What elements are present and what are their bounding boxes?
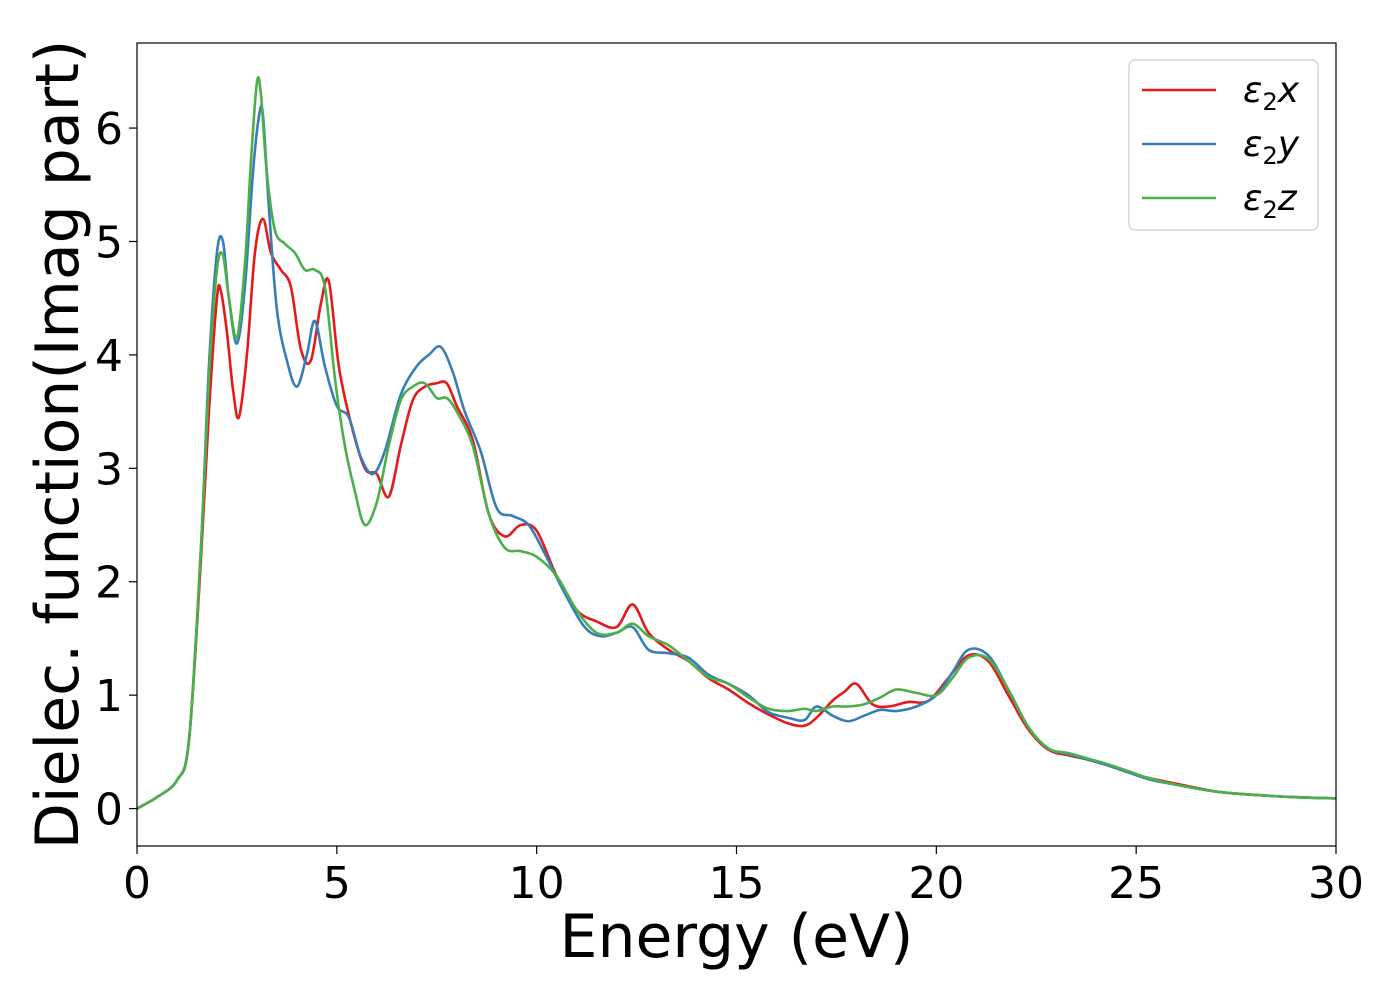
series-line-y [137,104,1336,810]
legend-box [1128,59,1319,231]
x-axis-ticks: 0 5 10 15 20 25 30 [123,846,1364,909]
legend-label-z: ε2z [1243,178,1298,224]
plot-lines [137,76,1336,810]
x-tick-label: 30 [1308,858,1364,909]
x-tick-label: 25 [1108,858,1164,909]
x-tick-label: 10 [509,858,565,909]
x-tick-label: 15 [709,858,765,909]
x-tick-label: 0 [123,858,151,909]
y-tick-label: 6 [95,104,123,155]
x-tick-label: 20 [908,858,964,909]
series-line-x [137,217,1336,810]
x-axis-label: Energy (eV) [560,902,914,972]
legend-label-y: ε2y [1243,124,1300,170]
y-axis-ticks: 0 1 2 3 4 5 6 [95,104,137,836]
y-axis-label: Dielec. function(Imag part) [23,40,93,850]
x-tick-label: 5 [323,858,351,909]
y-tick-label: 3 [95,444,123,495]
y-tick-label: 4 [95,331,123,382]
y-tick-label: 2 [95,558,123,609]
legend: ε2x ε2y ε2z [1128,59,1319,231]
y-tick-label: 0 [95,785,123,836]
y-tick-label: 1 [95,671,123,722]
y-tick-label: 5 [95,217,123,268]
legend-label-x: ε2x [1243,70,1300,116]
series-line-z [137,76,1336,810]
